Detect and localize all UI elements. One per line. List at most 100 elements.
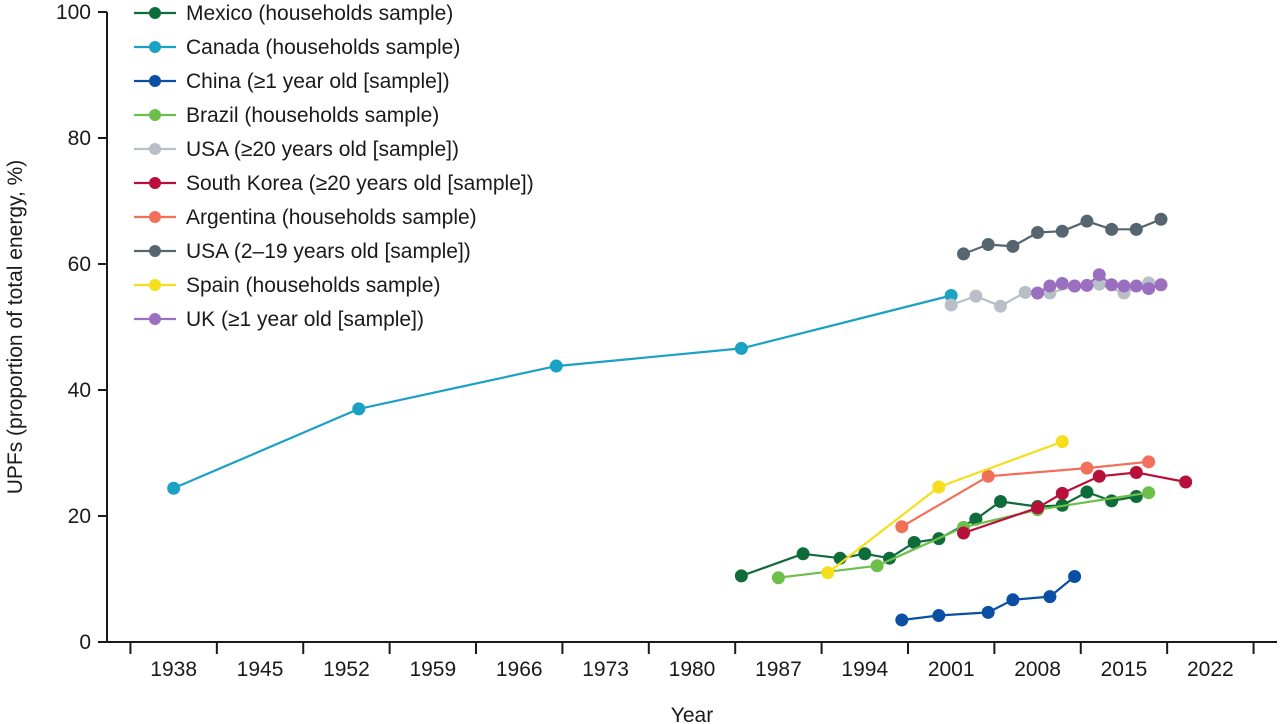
x-tick-label: 1959 [409,658,456,681]
legend-marker [149,211,161,223]
data-point [1142,282,1156,296]
legend-marker [149,41,161,53]
legend-item: USA (≥20 years old [sample]) [134,138,459,161]
data-point [957,526,971,540]
data-point [796,547,810,561]
x-tick-label: 1980 [669,658,716,681]
legend-marker [149,279,161,291]
data-point [870,559,884,573]
data-point [1068,279,1082,293]
legend-item: Canada (households sample) [134,36,460,59]
data-point [1080,485,1094,499]
y-tick-label: 80 [68,127,91,150]
legend-label: UK (≥1 year old [sample]) [186,308,424,331]
series-7 [957,212,1168,261]
data-point [771,571,785,585]
legend-marker [149,245,161,257]
data-point [994,495,1008,509]
data-point [1092,268,1106,282]
x-tick-label: 1945 [237,658,284,681]
series-2 [895,569,1082,627]
series-layer [167,212,1193,627]
legend-item: UK (≥1 year old [sample]) [134,308,424,331]
series-8 [821,435,1069,580]
legend-item: Argentina (households sample) [134,206,477,229]
legend-item: Brazil (households sample) [134,104,439,127]
x-tick-label: 1987 [755,658,802,681]
y-tick-label: 20 [68,505,91,528]
data-point [981,237,995,251]
y-tick-label: 40 [68,379,91,402]
x-tick-label: 2022 [1187,658,1234,681]
x-tick-label: 1973 [582,658,629,681]
data-point [1043,279,1057,293]
legend-label: USA (2–19 years old [sample]) [186,240,471,263]
data-point [1154,278,1168,292]
data-point [1129,466,1143,480]
data-point [549,359,563,373]
x-axis-title: Year [671,704,713,724]
data-point [932,609,946,623]
data-point [1179,475,1193,489]
series-9 [1031,268,1168,300]
data-point [1092,469,1106,483]
data-point [167,481,181,495]
data-point [944,298,958,312]
legend-item: South Korea (≥20 years old [sample]) [134,172,534,195]
data-point [895,520,909,534]
data-point [1154,212,1168,226]
series-6 [895,455,1156,534]
data-point [1055,277,1069,291]
legend-label: Mexico (households sample) [186,2,453,25]
legend-marker [149,7,161,19]
x-tick-label: 2015 [1101,658,1148,681]
data-point [1006,593,1020,607]
data-point [352,402,366,416]
legend-label: Brazil (households sample) [186,104,439,127]
x-tick-label: 2001 [928,658,975,681]
data-point [932,480,946,494]
data-point [1080,461,1094,475]
data-point [907,535,921,549]
data-point [1092,277,1106,291]
data-point [1055,486,1069,500]
legend-label: Canada (households sample) [186,36,460,59]
data-point [1018,285,1032,299]
data-point [981,605,995,619]
data-point [1006,239,1020,253]
legend-item: Spain (households sample) [134,274,440,297]
data-point [969,289,983,303]
data-point [1105,494,1119,508]
legend-label: China (≥1 year old [sample]) [186,70,450,93]
legend-marker [149,313,161,325]
data-point [1129,489,1143,503]
data-point [994,299,1008,313]
legend-marker [149,143,161,155]
legend-label: Argentina (households sample) [186,206,477,229]
data-point [1031,286,1045,300]
data-point [1043,590,1057,604]
x-tick-label: 2008 [1014,658,1061,681]
data-point [1129,222,1143,236]
legend-marker [149,75,161,87]
series-line [963,471,1186,535]
data-point [734,341,748,355]
data-point [734,569,748,583]
axes: 0 20 40 60 80 100 1938 1945 1952 1959 1966 1973 1980… [56,1,1277,681]
data-point [895,613,909,627]
legend: Mexico (households sample) Canada (househ… [134,2,534,331]
legend-label: USA (≥20 years old [sample]) [186,138,459,161]
y-tick-label: 100 [56,1,91,24]
data-point [1142,486,1156,500]
data-point [1055,224,1069,238]
y-tick-label: 60 [68,253,91,276]
data-point [981,469,995,483]
data-point [1031,226,1045,239]
x-tick-label: 1994 [841,658,888,681]
legend-marker [149,177,161,189]
legend-label: Spain (households sample) [186,274,440,297]
data-point [957,247,971,261]
series-0 [734,485,1143,583]
series-line [901,460,1149,528]
